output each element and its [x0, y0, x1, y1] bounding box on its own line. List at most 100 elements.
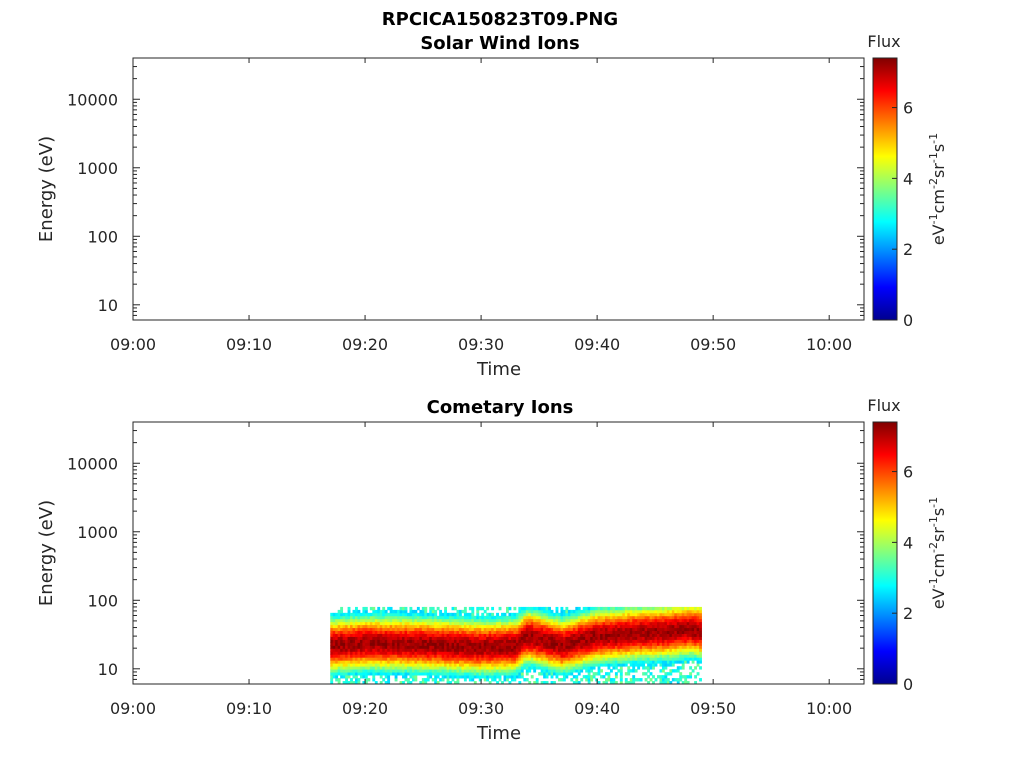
heatmap-cell	[637, 615, 641, 620]
heatmap-cell	[394, 666, 398, 670]
heatmap-cell	[359, 675, 363, 679]
heatmap-cell	[486, 645, 490, 649]
heatmap-cell	[342, 654, 346, 658]
heatmap-cell	[359, 660, 363, 664]
heatmap-cell	[503, 627, 507, 632]
heatmap-cell	[649, 621, 653, 626]
heatmap-cell	[441, 660, 445, 664]
heatmap-cell	[548, 657, 551, 661]
heatmap-cell	[476, 672, 480, 676]
heatmap-cell	[686, 612, 690, 617]
heatmap-cell	[508, 612, 512, 617]
heatmap-cell	[384, 648, 388, 652]
heatmap-cell	[414, 666, 418, 670]
heatmap-cell	[513, 627, 517, 632]
heatmap-cell	[540, 609, 544, 614]
heatmap-cell	[585, 645, 589, 649]
heatmap-cell	[661, 651, 665, 655]
heatmap-cell	[691, 654, 695, 658]
heatmap-cell	[493, 654, 497, 658]
heatmap-cell	[627, 621, 631, 626]
heatmap-cell	[377, 633, 381, 637]
heatmap-cell	[466, 618, 470, 623]
heatmap-cell	[429, 675, 433, 679]
heatmap-cell	[340, 657, 344, 661]
heatmap-cell	[409, 639, 413, 643]
heatmap-cell	[382, 654, 386, 658]
heatmap-cell	[359, 615, 363, 620]
heatmap-cell	[510, 663, 514, 667]
heatmap-cell	[431, 651, 435, 655]
heatmap-cell	[627, 666, 631, 670]
heatmap-cell	[533, 621, 537, 626]
heatmap-cell	[491, 645, 495, 649]
heatmap-cell	[506, 657, 509, 661]
heatmap-cell	[600, 651, 603, 655]
heatmap-cell	[330, 630, 334, 634]
heatmap-cell	[387, 615, 391, 620]
heatmap-cell	[444, 630, 447, 634]
heatmap-cell	[389, 663, 393, 667]
heatmap-cell	[555, 648, 559, 652]
heatmap-cell	[461, 645, 465, 649]
heatmap-cell	[387, 618, 391, 623]
heatmap-cell	[456, 678, 460, 682]
heatmap-cell	[352, 630, 356, 634]
heatmap-cell	[350, 663, 353, 667]
heatmap-cell	[652, 621, 655, 626]
heatmap-cell	[612, 630, 616, 634]
heatmap-cell	[471, 606, 475, 611]
heatmap-cell	[411, 633, 415, 637]
heatmap-cell	[394, 648, 398, 652]
heatmap-cell	[520, 609, 524, 614]
colorbar-title: Flux	[867, 396, 900, 415]
heatmap-cell	[461, 648, 465, 652]
heatmap-cell	[575, 621, 579, 626]
heatmap-cell	[587, 645, 591, 649]
heatmap-cell	[508, 633, 512, 637]
heatmap-cell	[350, 639, 353, 643]
heatmap-cell	[476, 615, 480, 620]
heatmap-cell	[466, 663, 470, 667]
heatmap-cell	[359, 636, 363, 640]
heatmap-cell	[335, 612, 339, 617]
heatmap-cell	[543, 648, 547, 652]
heatmap-cell	[518, 615, 522, 620]
heatmap-cell	[602, 645, 606, 649]
heatmap-cell	[659, 624, 663, 629]
heatmap-cell	[392, 633, 396, 637]
heatmap-cell	[404, 657, 408, 661]
heatmap-cell	[446, 660, 450, 664]
heatmap-cell	[587, 642, 591, 646]
heatmap-cell	[483, 645, 487, 649]
heatmap-cell	[582, 624, 586, 629]
heatmap-cell	[553, 630, 556, 634]
heatmap-cell	[436, 621, 440, 626]
heatmap-cell	[535, 660, 539, 664]
heatmap-cell	[607, 678, 611, 682]
heatmap-cell	[431, 621, 435, 626]
heatmap-cell	[659, 657, 663, 661]
heatmap-cell	[694, 618, 698, 623]
heatmap-cell	[567, 672, 571, 676]
heatmap-cell	[557, 630, 561, 634]
heatmap-cell	[389, 636, 393, 640]
heatmap-cell	[602, 618, 606, 623]
heatmap-cell	[491, 675, 495, 679]
heatmap-cell	[377, 612, 381, 617]
heatmap-cell	[557, 618, 561, 623]
heatmap-cell	[379, 663, 383, 667]
heatmap-cell	[424, 612, 428, 617]
heatmap-cell	[669, 648, 673, 652]
heatmap-cell	[686, 654, 690, 658]
heatmap-cell	[614, 666, 618, 670]
heatmap-cell	[612, 660, 616, 664]
heatmap-cell	[538, 660, 542, 664]
heatmap-cell	[666, 639, 670, 643]
heatmap-cell	[607, 615, 611, 620]
heatmap-cell	[468, 675, 472, 679]
heatmap-cell	[565, 630, 569, 634]
heatmap-cell	[614, 672, 618, 676]
heatmap-cell	[379, 645, 383, 649]
heatmap-cell	[476, 657, 480, 661]
